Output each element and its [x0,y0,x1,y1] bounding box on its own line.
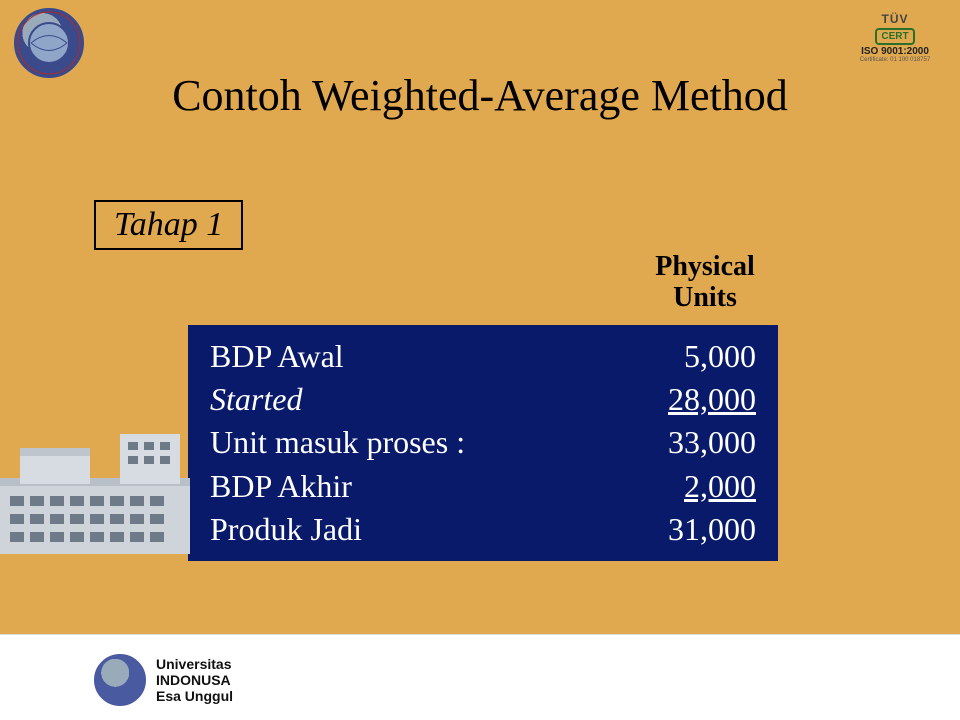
cert-number: Certificate: 01 100 018757 [850,57,940,63]
footer-line3: Esa Unggul [156,688,233,704]
cert-label: CERT [875,28,914,45]
row-value: 33,000 [626,421,756,464]
footer-line1: Universitas [156,656,231,672]
university-seal-icon [14,8,84,78]
cert-brand: TÜV [850,12,940,26]
slide-title: Contoh Weighted-Average Method [0,70,960,121]
iso-cert-badge: TÜV CERT ISO 9001:2000 Certificate: 01 1… [850,12,940,76]
footer-university-name: Universitas INDONUSA Esa Unggul [156,656,233,704]
table-row: Started 28,000 [210,378,756,421]
column-header-line1: Physical [655,251,755,282]
column-header-line2: Units [673,282,737,313]
column-header: Physical Units [615,252,795,314]
table-row: BDP Akhir 2,000 [210,465,756,508]
main-area: TÜV CERT ISO 9001:2000 Certificate: 01 1… [0,0,960,634]
row-value: 5,000 [626,335,756,378]
row-value: 31,000 [626,508,756,551]
table-row: BDP Awal 5,000 [210,335,756,378]
cert-iso: ISO 9001:2000 [850,46,940,57]
footer-line2: INDONUSA [156,672,231,688]
stage-label-box: Tahap 1 [94,200,243,250]
stage-label: Tahap 1 [114,206,223,243]
physical-units-table: BDP Awal 5,000 Started 28,000Unit masuk pro… [188,325,778,561]
footer: Universitas INDONUSA Esa Unggul [0,634,960,720]
table-row: Unit masuk proses :33,000 [210,421,756,464]
row-value: 2,000 [626,465,756,508]
footer-seal-icon [94,654,146,706]
slide: TÜV CERT ISO 9001:2000 Certificate: 01 1… [0,0,960,720]
building-photo [0,424,260,554]
row-label: Started [210,378,302,421]
table-row: Produk Jadi31,000 [210,508,756,551]
row-label: BDP Awal [210,335,344,378]
footer-branding: Universitas INDONUSA Esa Unggul [94,654,233,706]
row-value: 28,000 [626,378,756,421]
